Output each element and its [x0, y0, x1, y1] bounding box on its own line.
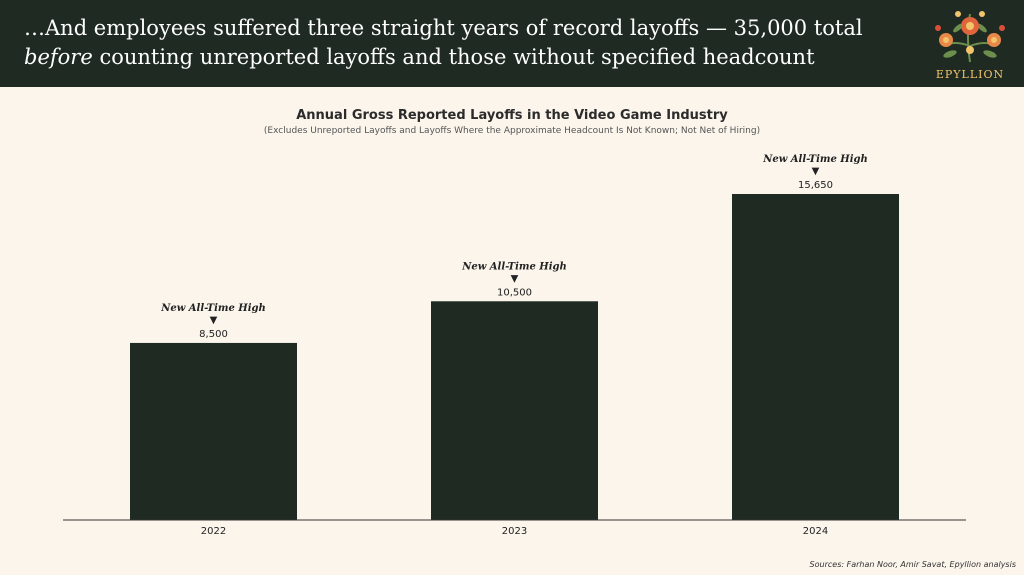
annotation-arrow-2024: ▼: [812, 166, 820, 177]
bar-2024: [732, 194, 899, 520]
headline-line-1: …And employees suffered three straight y…: [24, 16, 863, 40]
header-bar: …And employees suffered three straight y…: [0, 0, 1024, 87]
headline-emphasis: before: [24, 45, 93, 69]
logo-wordmark: EPYLLION: [935, 68, 1005, 81]
data-label-2022: 8,500: [199, 329, 228, 340]
epyllion-logo: EPYLLION: [928, 6, 1012, 82]
headline-line-2: counting unreported layoffs and those wi…: [92, 45, 815, 69]
chart-subtitle: (Excludes Unreported Layoffs and Layoffs…: [263, 126, 761, 136]
annotation-2022: New All-Time High: [160, 303, 266, 314]
chart-title: Annual Gross Reported Layoffs in the Vid…: [296, 108, 728, 123]
headline: …And employees suffered three straight y…: [24, 14, 904, 72]
bar-2022: [130, 342, 297, 520]
source-note: Sources: Farhan Noor, Amir Savat, Epylli…: [809, 560, 1016, 569]
annotation-arrow-2023: ▼: [511, 273, 519, 284]
data-label-2023: 10,500: [497, 287, 532, 298]
x-tick-2023: 2023: [502, 526, 527, 537]
annotation-2023: New All-Time High: [461, 261, 567, 272]
x-tick-2022: 2022: [201, 526, 226, 537]
x-tick-2024: 2024: [803, 526, 828, 537]
annotation-2024: New All-Time High: [762, 154, 868, 165]
floral-logo-icon: [935, 11, 1005, 63]
annotation-arrow-2022: ▼: [210, 315, 218, 326]
data-label-2024: 15,650: [798, 180, 833, 191]
bar-2023: [431, 301, 598, 520]
